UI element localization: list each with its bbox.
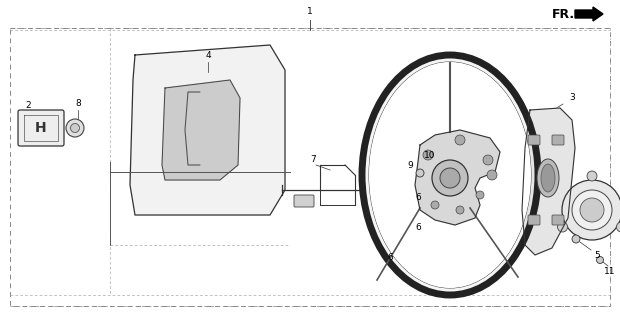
Text: H: H — [35, 121, 47, 135]
Polygon shape — [162, 80, 240, 180]
Circle shape — [596, 257, 603, 263]
Text: 5: 5 — [594, 252, 600, 260]
Ellipse shape — [377, 169, 403, 181]
Ellipse shape — [377, 194, 403, 206]
Ellipse shape — [377, 208, 403, 220]
Circle shape — [455, 135, 465, 145]
Text: 6: 6 — [415, 223, 421, 233]
FancyBboxPatch shape — [528, 215, 540, 225]
Ellipse shape — [377, 236, 403, 248]
Text: 3: 3 — [569, 93, 575, 102]
Text: 11: 11 — [604, 268, 616, 276]
Circle shape — [587, 171, 597, 181]
Ellipse shape — [377, 222, 403, 234]
Text: 2: 2 — [25, 100, 31, 109]
Circle shape — [580, 198, 604, 222]
Polygon shape — [415, 130, 500, 225]
FancyArrow shape — [575, 7, 603, 21]
Circle shape — [572, 190, 612, 230]
Text: 9: 9 — [407, 161, 413, 170]
Circle shape — [483, 155, 493, 165]
Circle shape — [572, 235, 580, 243]
FancyBboxPatch shape — [294, 195, 314, 207]
Text: 10: 10 — [424, 150, 436, 159]
Circle shape — [440, 168, 460, 188]
FancyBboxPatch shape — [18, 110, 64, 146]
Circle shape — [562, 180, 620, 240]
Circle shape — [476, 191, 484, 199]
Text: 4: 4 — [205, 51, 211, 60]
Ellipse shape — [362, 55, 538, 295]
Circle shape — [71, 124, 79, 132]
Polygon shape — [522, 108, 575, 255]
Text: 8: 8 — [75, 99, 81, 108]
Circle shape — [616, 222, 620, 232]
Polygon shape — [130, 45, 285, 215]
Ellipse shape — [369, 62, 531, 288]
Ellipse shape — [377, 183, 403, 195]
Text: 6: 6 — [415, 194, 421, 203]
Circle shape — [456, 206, 464, 214]
Text: 1: 1 — [307, 7, 313, 17]
Text: FR.: FR. — [551, 7, 575, 20]
FancyBboxPatch shape — [552, 135, 564, 145]
Circle shape — [66, 119, 84, 137]
Circle shape — [416, 169, 424, 177]
Bar — [10, 28, 610, 306]
Circle shape — [423, 150, 433, 160]
Circle shape — [557, 222, 567, 232]
Circle shape — [487, 170, 497, 180]
FancyBboxPatch shape — [552, 215, 564, 225]
Circle shape — [431, 201, 439, 209]
Text: 6: 6 — [387, 253, 393, 262]
Ellipse shape — [541, 164, 555, 192]
Text: 7: 7 — [310, 156, 316, 164]
Ellipse shape — [537, 159, 559, 197]
FancyBboxPatch shape — [528, 135, 540, 145]
Circle shape — [432, 160, 468, 196]
